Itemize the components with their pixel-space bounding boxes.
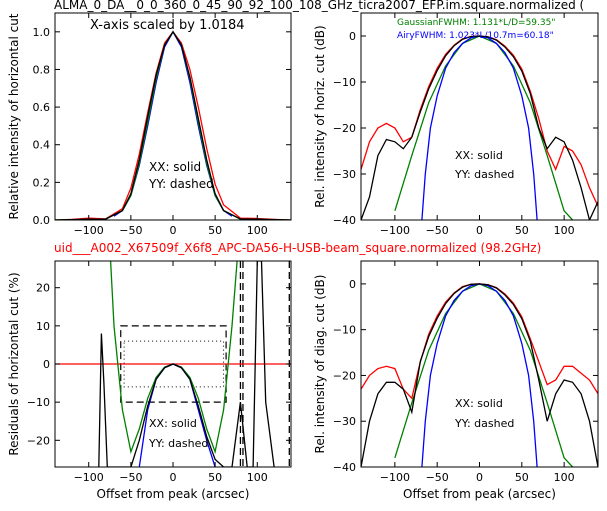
y-tick-label: −20	[333, 369, 356, 382]
annotation-text: XX: solid	[455, 149, 503, 162]
annotation-text: XX: solid	[149, 417, 197, 430]
series-red-line	[55, 30, 291, 220]
panels: −100 −50 0 50 1000.00.20.40.60.81.0Relative …	[7, 12, 599, 501]
y-axis-label: Rel. intensity of diag. cut (dB)	[313, 275, 327, 454]
y-tick-label: −10	[333, 324, 356, 337]
x-tick-label: 100	[247, 224, 268, 237]
x-tick-label: 50	[515, 224, 529, 237]
y-tick-label: 0	[349, 278, 356, 291]
x-axis-label: Offset from peak (arcsec)	[97, 487, 250, 501]
y-tick-label: −20	[27, 434, 50, 447]
series-black-line	[361, 283, 598, 467]
y-tick-label: 0	[349, 30, 356, 43]
x-tick-label: −50	[426, 471, 449, 484]
y-tick-label: 0.4	[33, 139, 51, 152]
plot-frame	[360, 260, 599, 468]
y-tick-label: −10	[27, 396, 50, 409]
y-tick-label: 0	[43, 358, 50, 371]
x-tick-label: 100	[554, 471, 575, 484]
y-tick-label: −10	[333, 76, 356, 89]
y-axis-label: Residuals of horizontal cut (%)	[7, 272, 21, 455]
figure-mid-title: uid___A002_X67509f_X6f8_APC-DA56-H-USB-b…	[54, 241, 541, 255]
x-tick-label: 0	[170, 471, 177, 484]
y-tick-label: 0.6	[33, 101, 51, 114]
x-tick-label: 100	[554, 224, 575, 237]
y-tick-label: −40	[333, 461, 356, 474]
series-black-line	[55, 30, 291, 220]
annotation-text: X-axis scaled by 1.0184	[90, 18, 245, 33]
x-tick-label: −100	[74, 224, 104, 237]
y-tick-label: 1.0	[33, 26, 51, 39]
annotation-text: AiryFWHM: 1.023*L/10.7m=60.18"	[397, 31, 554, 41]
series-blue-line	[138, 363, 216, 467]
series-black-line	[98, 261, 275, 467]
annotation-text: YY: dashed	[454, 168, 514, 181]
annotation-text: YY: dashed	[148, 437, 208, 450]
y-tick-label: 10	[36, 320, 50, 333]
annotation-text: GaussianFWHM: 1.131*L/D=59.35"	[397, 18, 555, 28]
y-tick-label: −20	[333, 122, 356, 135]
figure-top-title: ALMA_0_DA__0_0_360_0_45_90_92_100_108_GH…	[54, 0, 584, 12]
x-tick-label: −50	[119, 224, 142, 237]
y-tick-label: 0.0	[33, 214, 51, 227]
y-tick-label: 0.8	[33, 63, 51, 76]
x-tick-label: −100	[74, 471, 104, 484]
x-tick-label: 0	[476, 471, 483, 484]
annotation-text: YY: dashed	[454, 417, 514, 430]
series-green-line	[394, 283, 574, 467]
y-tick-label: −40	[333, 214, 356, 227]
y-tick-label: −30	[333, 168, 356, 181]
annotation-text: XX: solid	[149, 160, 201, 174]
y-tick-label: 0.2	[33, 176, 51, 189]
annotation-text: YY: dashed	[148, 177, 214, 191]
plot-frame	[360, 12, 599, 221]
y-axis-label: Relative intensity of horizontal cut	[7, 13, 21, 219]
x-tick-label: 0	[170, 224, 177, 237]
panel-tl: −100 −50 0 50 100 0.0 0.2 0.4 0.6 0.8 1.0 Relative …	[7, 12, 292, 237]
series-green-line	[55, 30, 291, 220]
x-tick-label: 50	[208, 224, 222, 237]
x-tick-label: −100	[380, 471, 410, 484]
series-red-line	[361, 283, 598, 400]
series-blue-line	[421, 35, 538, 220]
annotation-text: XX: solid	[455, 397, 503, 410]
y-tick-label: 20	[36, 282, 50, 295]
x-tick-label: −50	[426, 224, 449, 237]
series-green-line	[394, 35, 574, 220]
x-tick-label: 0	[476, 224, 483, 237]
x-axis-label: Offset from peak (arcsec)	[403, 487, 556, 501]
series-black-line	[361, 35, 598, 220]
series-blue-line	[421, 283, 538, 467]
x-tick-label: 50	[208, 471, 222, 484]
x-tick-label: −50	[119, 471, 142, 484]
x-tick-label: 100	[247, 471, 268, 484]
x-tick-label: 50	[515, 471, 529, 484]
y-axis-label: Rel. intensity of horiz. cut (dB)	[313, 25, 327, 207]
y-tick-label: −30	[333, 415, 356, 428]
x-tick-label: −100	[380, 224, 410, 237]
